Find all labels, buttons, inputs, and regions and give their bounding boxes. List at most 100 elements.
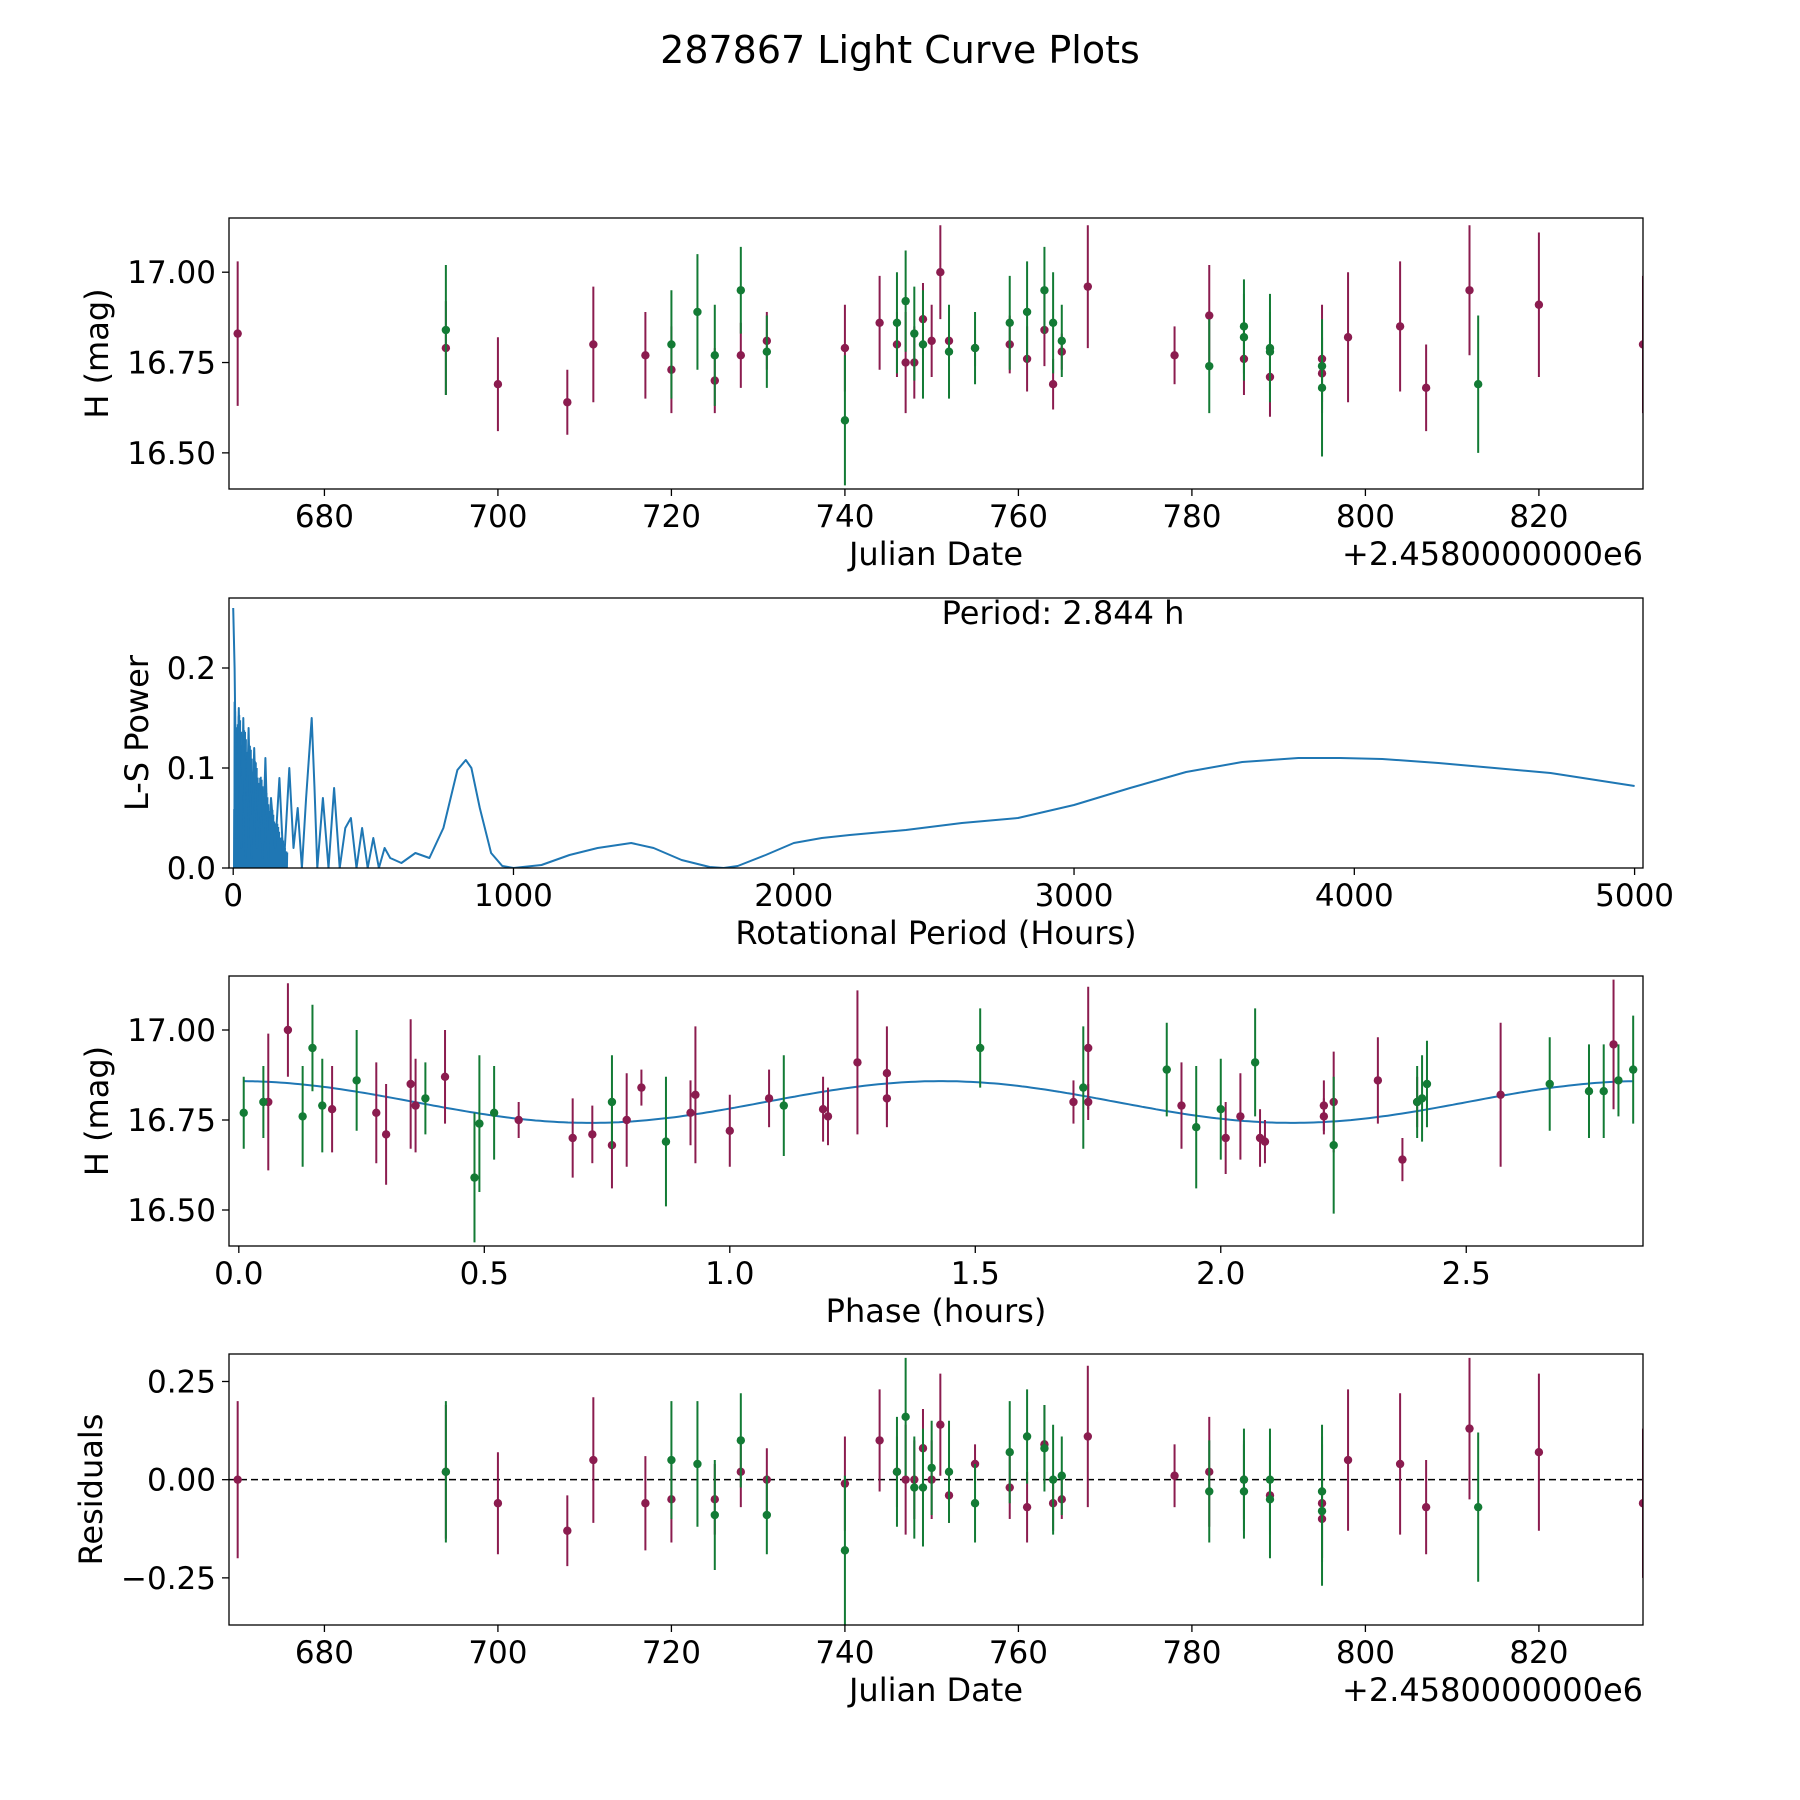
green-data-point — [1079, 1083, 1088, 1092]
green-data-point — [910, 329, 919, 338]
x-tick-label: 800 — [1336, 499, 1395, 535]
green-data-point — [1192, 1123, 1201, 1132]
x-tick-label: 680 — [295, 499, 354, 535]
period-annotation: Period: 2.844 h — [942, 594, 1185, 632]
green-data-point — [1250, 1058, 1260, 1067]
green-data-point — [944, 1467, 954, 1477]
maroon-data-point — [764, 1094, 774, 1103]
green-data-point — [352, 1076, 361, 1085]
maroon-data-point — [691, 1090, 700, 1100]
x-offset-label: +2.4580000000e6 — [1342, 535, 1643, 573]
green-data-point — [259, 1097, 268, 1107]
maroon-data-point — [875, 1436, 884, 1445]
green-data-point — [944, 347, 954, 356]
maroon-data-point — [1236, 1112, 1245, 1121]
maroon-data-point — [1022, 1502, 1032, 1512]
green-data-point — [762, 1510, 772, 1520]
maroon-data-point — [568, 1133, 577, 1143]
maroon-data-point — [882, 1094, 892, 1103]
green-data-point — [1216, 1105, 1225, 1114]
maroon-data-point — [589, 340, 598, 349]
maroon-data-point — [1177, 1101, 1186, 1110]
y-axis-label: Residuals — [72, 1414, 110, 1566]
phased-panel: 0.0 0.5 1.0 1.5 2.0 2.5 16.50 16.75 17.00 Phase (… — [78, 975, 1644, 1330]
green-data-point — [1317, 383, 1327, 393]
x-tick-label: 1.0 — [705, 1256, 754, 1292]
power-spectrum-line — [232, 607, 1635, 868]
maroon-data-point — [637, 1083, 646, 1092]
maroon-data-point — [233, 329, 242, 338]
green-data-point — [1162, 1065, 1171, 1074]
y-axis-label: H (mag) — [78, 1046, 116, 1176]
y-tick-label: 17.00 — [127, 255, 216, 291]
maroon-data-point — [875, 318, 884, 327]
green-data-point — [1022, 307, 1032, 317]
green-data-point — [1205, 361, 1214, 371]
green-data-point — [1057, 336, 1066, 346]
y-axis-label: H (mag) — [78, 288, 116, 418]
maroon-data-point — [233, 1475, 242, 1484]
x-tick-label: 1000 — [474, 878, 553, 914]
maroon-data-point — [588, 1130, 597, 1139]
x-tick-label: 0 — [223, 878, 243, 914]
green-data-point — [470, 1173, 479, 1182]
maroon-data-point — [1343, 1455, 1353, 1465]
maroon-data-point — [1083, 282, 1093, 291]
maroon-data-point — [901, 1475, 910, 1484]
maroon-data-point — [1373, 1076, 1383, 1085]
green-data-point — [901, 1412, 910, 1422]
x-tick-label: 760 — [989, 499, 1048, 535]
maroon-data-point — [589, 1455, 598, 1465]
x-tick-label: 680 — [295, 1635, 354, 1671]
green-data-point — [239, 1108, 248, 1118]
x-offset-label: +2.4580000000e6 — [1342, 1671, 1643, 1709]
maroon-data-point — [411, 1101, 420, 1110]
green-data-point — [736, 286, 746, 295]
green-data-point — [1239, 333, 1249, 342]
green-data-point — [1205, 1487, 1214, 1496]
y-tick-label: 0.1 — [167, 751, 216, 787]
green-data-point — [421, 1094, 430, 1103]
maroon-data-point — [514, 1115, 523, 1125]
green-data-point — [918, 340, 928, 349]
x-tick-label: 2.5 — [1442, 1256, 1491, 1292]
y-tick-label: −0.25 — [121, 1561, 216, 1597]
x-tick-label: 760 — [989, 1635, 1048, 1671]
maroon-data-point — [1395, 322, 1405, 331]
x-tick-label: 3000 — [1035, 878, 1114, 914]
maroon-data-point — [736, 351, 746, 360]
y-tick-label: 16.75 — [127, 346, 216, 382]
green-data-point — [667, 1455, 676, 1465]
maroon-data-point — [1205, 311, 1214, 320]
y-tick-label: 0.25 — [147, 1364, 216, 1400]
green-data-point — [318, 1101, 327, 1110]
x-axis-label: Julian Date — [847, 1671, 1023, 1709]
green-data-point — [1048, 318, 1058, 327]
maroon-data-point — [1609, 1040, 1618, 1049]
maroon-data-point — [1260, 1137, 1270, 1146]
periodogram-plot-area — [232, 607, 1635, 868]
x-tick-label: 780 — [1162, 1635, 1221, 1671]
green-data-point — [661, 1137, 671, 1146]
green-data-point — [1005, 1447, 1014, 1457]
x-tick-label: 700 — [468, 1635, 527, 1671]
figure-title: 287867 Light Curve Plots — [660, 28, 1140, 72]
x-tick-label: 780 — [1162, 499, 1221, 535]
maroon-data-point — [327, 1105, 337, 1114]
maroon-data-point — [927, 336, 936, 346]
green-data-point — [693, 1459, 702, 1469]
x-tick-label: 720 — [642, 1635, 701, 1671]
green-data-point — [1614, 1076, 1623, 1085]
lightcurve-plot-area — [233, 225, 1643, 486]
y-tick-label: 0.0 — [167, 851, 216, 887]
green-data-point — [1584, 1087, 1594, 1096]
maroon-data-point — [1465, 286, 1474, 295]
x-tick-label: 820 — [1509, 1635, 1568, 1671]
green-data-point — [475, 1119, 484, 1128]
maroon-data-point — [283, 1025, 293, 1035]
maroon-data-point — [641, 351, 650, 360]
green-data-point — [441, 325, 451, 335]
green-data-point — [441, 1467, 451, 1477]
maroon-data-point — [1421, 383, 1431, 393]
x-tick-label: 4000 — [1315, 878, 1394, 914]
